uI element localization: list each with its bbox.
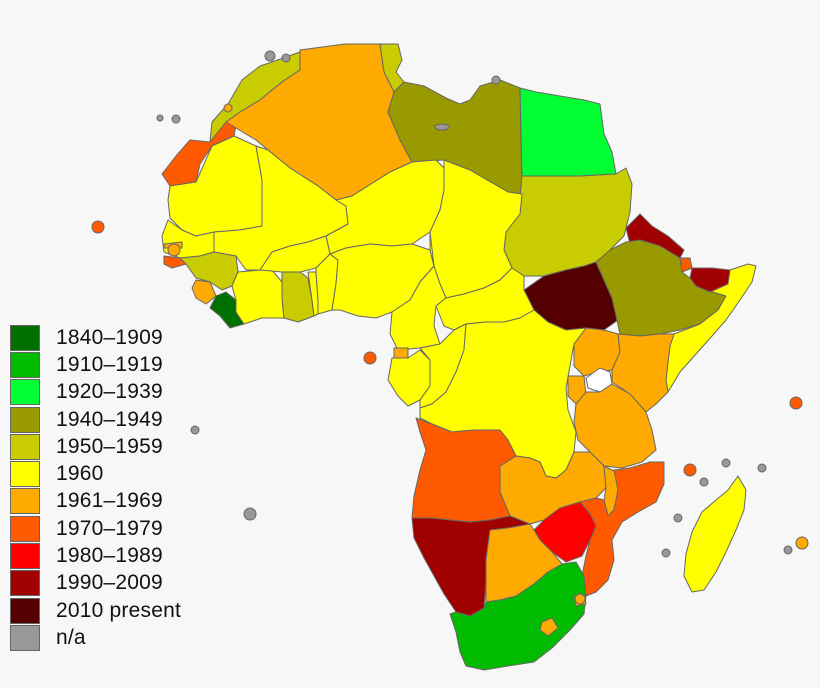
legend-swatch bbox=[10, 570, 40, 597]
region-kenya bbox=[611, 333, 675, 413]
legend-item: 1961–1969 bbox=[10, 488, 240, 515]
island-cape-verde bbox=[91, 220, 105, 234]
legend-swatch bbox=[10, 433, 40, 460]
legend-item: 1840–1909 bbox=[10, 324, 240, 351]
legend-item: 1980–1989 bbox=[10, 542, 240, 570]
region-cote-divoire bbox=[231, 269, 285, 325]
legend-swatch bbox=[10, 406, 40, 433]
legend-item: 1960 bbox=[10, 460, 240, 488]
map-legend: 1840–1909 1910–1919 1920–1939 1940–1949 1950… bbox=[10, 324, 240, 652]
na-territories bbox=[156, 50, 793, 558]
legend-label: 1950–1959 bbox=[56, 434, 163, 458]
legend-item: 1990–2009 bbox=[10, 570, 240, 597]
island-mauritius bbox=[795, 536, 809, 550]
region-egypt bbox=[519, 87, 617, 177]
region-somaliland bbox=[689, 267, 731, 293]
region-somalia bbox=[665, 263, 757, 393]
legend-item: 1910–1919 bbox=[10, 351, 240, 378]
legend-swatch bbox=[10, 379, 40, 406]
island-comoros bbox=[683, 463, 697, 477]
region-sierra-leone bbox=[191, 279, 217, 305]
island-canary-1 bbox=[167, 243, 181, 257]
legend-swatch bbox=[10, 351, 40, 378]
legend-item: 2010 present bbox=[10, 597, 240, 624]
legend-label: 2010 present bbox=[56, 598, 181, 622]
island-sao-tome bbox=[363, 351, 377, 365]
legend-swatch bbox=[10, 515, 40, 542]
legend-swatch bbox=[10, 597, 40, 624]
legend-label: 1840–1909 bbox=[56, 325, 163, 349]
legend-swatch bbox=[10, 488, 40, 515]
legend-label: 1920–1939 bbox=[56, 380, 163, 404]
region-niger bbox=[325, 159, 447, 255]
legend-swatch bbox=[10, 624, 40, 651]
region-south-africa bbox=[449, 561, 587, 671]
legend-item: 1950–1959 bbox=[10, 433, 240, 460]
legend-label: 1940–1949 bbox=[56, 407, 163, 431]
island-seychelles bbox=[789, 396, 803, 410]
region-lesotho bbox=[539, 617, 559, 637]
legend-item: 1940–1949 bbox=[10, 406, 240, 433]
legend-item: 1970–1979 bbox=[10, 515, 240, 542]
legend-label: n/a bbox=[56, 625, 86, 649]
region-tanzania bbox=[573, 383, 657, 469]
legend-label: 1980–1989 bbox=[56, 544, 163, 568]
island-madeira bbox=[223, 103, 233, 113]
region-madagascar bbox=[683, 475, 747, 593]
region-equatorial-guinea bbox=[393, 347, 409, 359]
legend-label: 1910–1919 bbox=[56, 352, 163, 376]
legend-swatch bbox=[10, 324, 40, 351]
legend-item: n/a bbox=[10, 624, 240, 651]
legend-swatch bbox=[10, 461, 40, 488]
legend-swatch bbox=[10, 543, 40, 570]
legend-label: 1961–1969 bbox=[56, 489, 163, 513]
island-canary-2 bbox=[574, 593, 586, 605]
region-tunisia bbox=[379, 43, 405, 93]
legend-label: 1990–2009 bbox=[56, 571, 163, 595]
legend-item: 1920–1939 bbox=[10, 379, 240, 406]
legend-label: 1970–1979 bbox=[56, 516, 163, 540]
legend-label: 1960 bbox=[56, 462, 104, 486]
